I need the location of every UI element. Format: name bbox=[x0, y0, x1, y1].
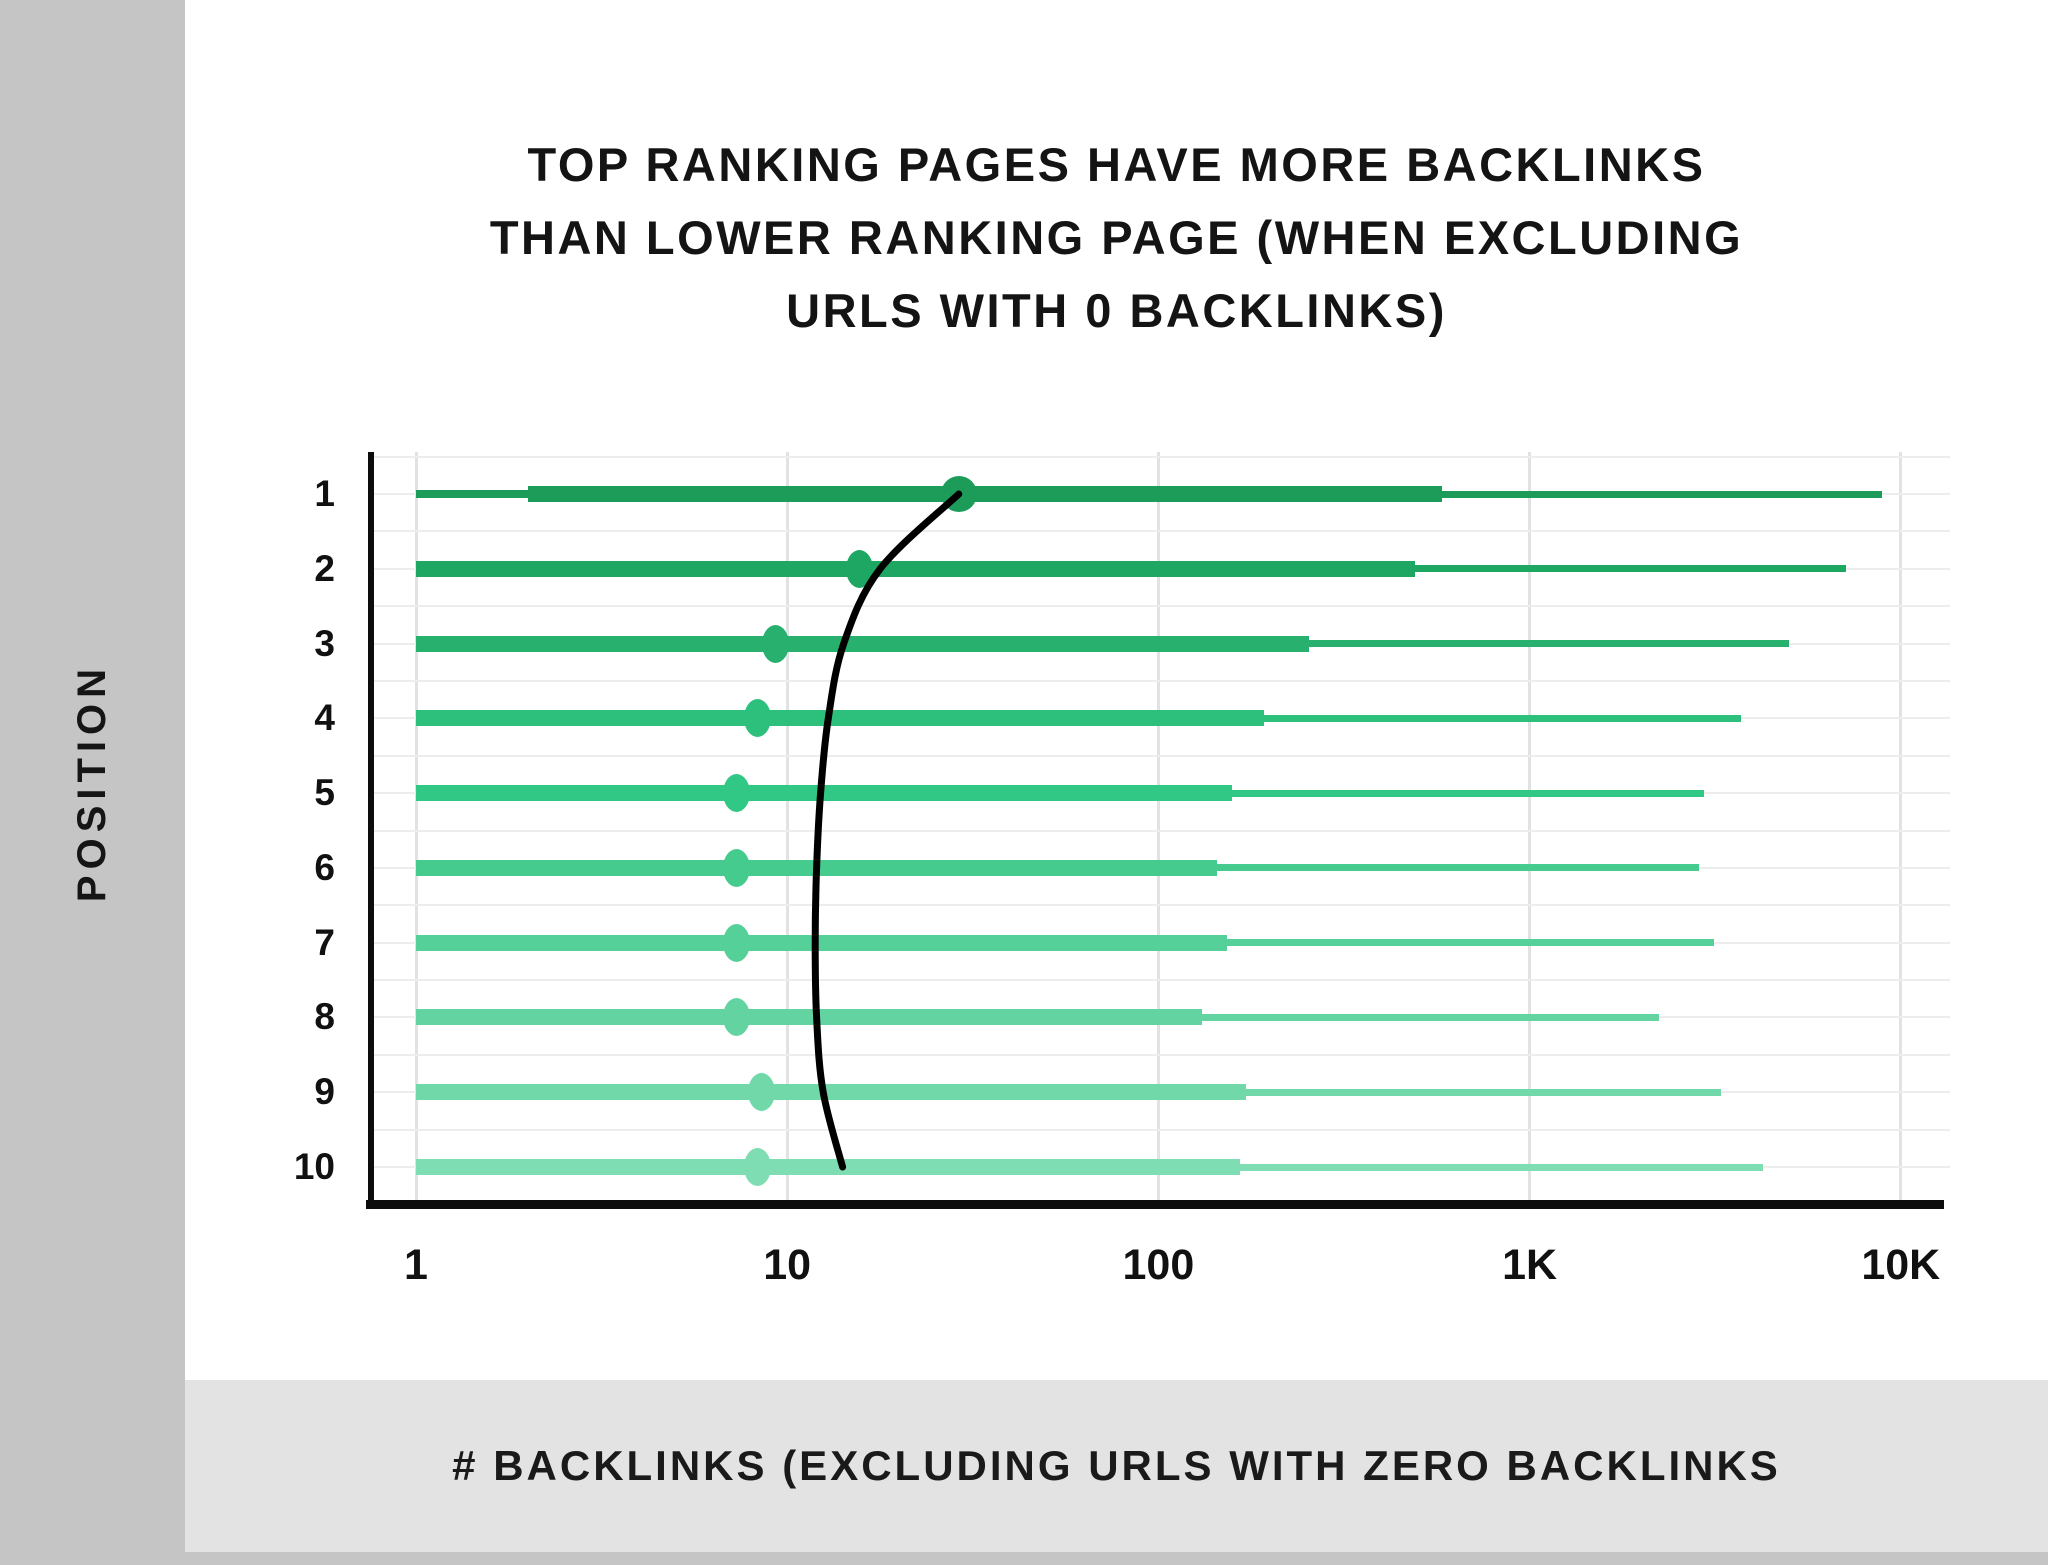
whisker-high-p3 bbox=[1309, 640, 1790, 648]
box-p3 bbox=[416, 635, 1310, 652]
chart-title: TOP RANKING PAGES HAVE MORE BACKLINKS TH… bbox=[185, 128, 2048, 347]
x-tick-10K: 10K bbox=[1861, 1241, 1941, 1289]
whisker-high-p8 bbox=[1201, 1013, 1659, 1021]
horizontal-gridline bbox=[368, 605, 1950, 608]
horizontal-gridline bbox=[368, 530, 1950, 533]
box-p2 bbox=[416, 560, 1415, 577]
horizontal-gridline bbox=[368, 679, 1950, 682]
median-dot-p5 bbox=[722, 774, 750, 813]
y-axis-title: POSITION bbox=[70, 662, 115, 903]
y-tick-9: 9 bbox=[314, 1071, 335, 1113]
whisker-high-p7 bbox=[1226, 939, 1714, 947]
box-p8 bbox=[416, 1009, 1202, 1026]
chart-title-line-2: THAN LOWER RANKING PAGE (WHEN EXCLUDING bbox=[489, 211, 1744, 264]
whisker-high-p6 bbox=[1217, 864, 1699, 872]
whisker-high-p1 bbox=[1441, 490, 1882, 498]
whisker-low-p1 bbox=[416, 490, 528, 498]
x-axis-line bbox=[366, 1200, 1944, 1209]
median-dot-p7 bbox=[722, 923, 750, 962]
horizontal-gridline bbox=[368, 829, 1950, 832]
box-p1 bbox=[527, 486, 1442, 502]
horizontal-gridline bbox=[368, 455, 1950, 458]
y-tick-4: 4 bbox=[314, 697, 335, 739]
box-p10 bbox=[416, 1159, 1241, 1176]
whisker-high-p9 bbox=[1245, 1088, 1721, 1096]
whisker-high-p5 bbox=[1232, 789, 1704, 797]
box-p4 bbox=[416, 710, 1264, 727]
chart-title-line-1: TOP RANKING PAGES HAVE MORE BACKLINKS bbox=[527, 138, 1706, 191]
x-tick-1: 1 bbox=[404, 1241, 428, 1289]
x-tick-10: 10 bbox=[763, 1241, 812, 1289]
x-tick-1K: 1K bbox=[1502, 1241, 1558, 1289]
median-dot-p9 bbox=[747, 1073, 775, 1112]
trend-curve-path bbox=[811, 490, 963, 1171]
y-tick-8: 8 bbox=[314, 996, 335, 1038]
y-tick-10: 10 bbox=[293, 1146, 335, 1188]
y-tick-5: 5 bbox=[314, 772, 335, 814]
horizontal-gridline bbox=[368, 904, 1950, 907]
horizontal-gridline bbox=[368, 979, 1950, 982]
bottom-caption-band: # BACKLINKS (EXCLUDING URLS WITH ZERO BA… bbox=[185, 1380, 2048, 1552]
y-tick-7: 7 bbox=[314, 921, 335, 963]
x-axis-title: # BACKLINKS (EXCLUDING URLS WITH ZERO BA… bbox=[452, 1442, 1781, 1489]
whisker-high-p4 bbox=[1263, 714, 1741, 722]
whisker-high-p10 bbox=[1240, 1163, 1763, 1171]
median-dot-p10 bbox=[743, 1148, 771, 1187]
box-p7 bbox=[416, 934, 1227, 951]
y-tick-1: 1 bbox=[314, 473, 335, 514]
median-dot-p4 bbox=[743, 699, 771, 738]
vertical-gridline-10 bbox=[785, 452, 789, 1204]
y-tick-3: 3 bbox=[314, 622, 335, 664]
median-dot-p8 bbox=[722, 998, 750, 1037]
left-sidebar: POSITION bbox=[0, 0, 185, 1565]
vertical-gridline-1 bbox=[414, 452, 418, 1204]
bottom-edge-strip bbox=[0, 1552, 2048, 1565]
horizontal-gridline bbox=[368, 1053, 1950, 1056]
horizontal-gridline bbox=[368, 754, 1950, 757]
horizontal-gridline bbox=[368, 1128, 1950, 1131]
median-dot-p3 bbox=[762, 624, 789, 663]
box-p9 bbox=[416, 1084, 1246, 1101]
vertical-gridline-1K bbox=[1528, 452, 1532, 1204]
y-tick-2: 2 bbox=[314, 547, 335, 589]
vertical-gridline-100 bbox=[1156, 452, 1160, 1204]
chart-title-line-3: URLS WITH 0 BACKLINKS) bbox=[786, 284, 1447, 337]
whisker-high-p2 bbox=[1414, 565, 1846, 573]
vertical-gridline-10K bbox=[1899, 452, 1903, 1204]
y-tick-6: 6 bbox=[314, 846, 335, 888]
median-dot-p6 bbox=[722, 848, 750, 887]
x-tick-100: 100 bbox=[1122, 1241, 1195, 1289]
y-axis-line bbox=[368, 452, 374, 1208]
